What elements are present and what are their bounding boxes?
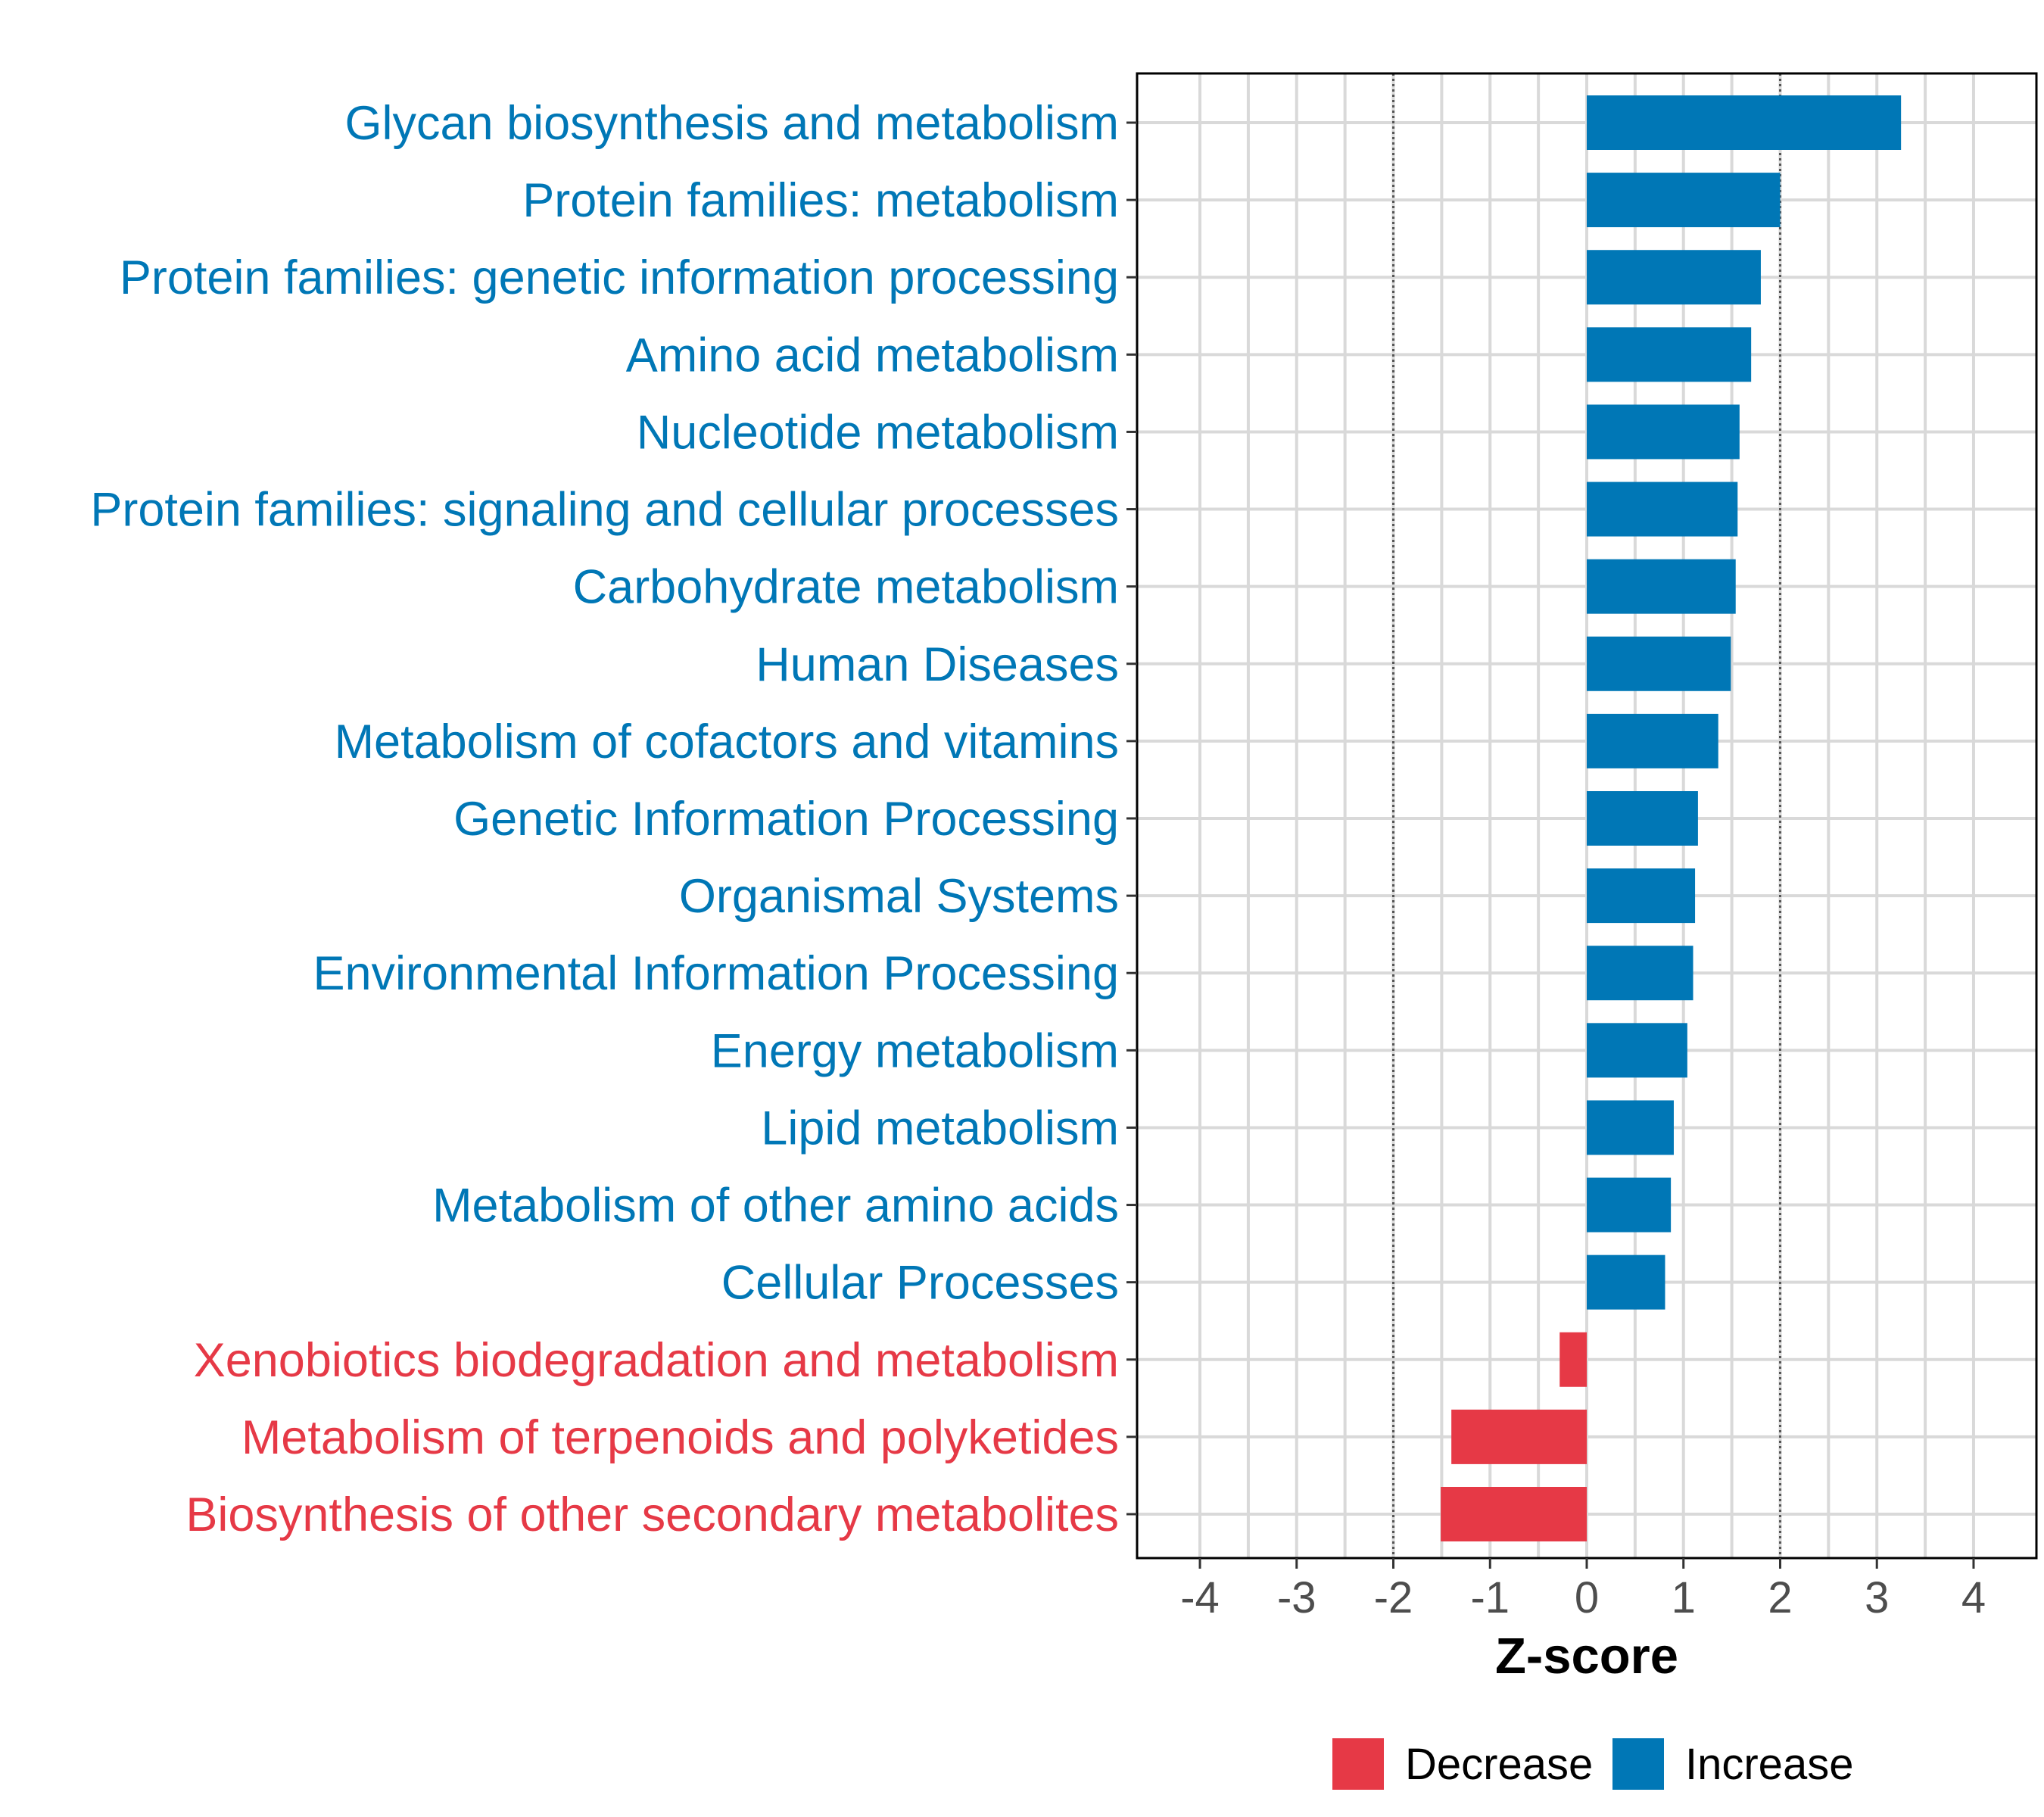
bar — [1587, 327, 1752, 382]
bar — [1587, 1100, 1674, 1155]
x-tick-label: -1 — [1470, 1573, 1510, 1622]
x-axis-ticks — [1198, 1558, 1975, 1569]
x-tick-label: 3 — [1865, 1573, 1889, 1622]
x-tick-label: 1 — [1672, 1573, 1696, 1622]
x-tick-label: 2 — [1768, 1573, 1792, 1622]
bar — [1587, 173, 1781, 228]
legend-label: Decrease — [1405, 1740, 1593, 1789]
legend: Decrease Increase — [1332, 1738, 1853, 1790]
category-label: Energy metabolism — [711, 1024, 1119, 1077]
x-axis-labels: -4 -3 -2 -1 0 1 2 3 4 — [1180, 1573, 1986, 1622]
category-label: Xenobiotics biodegradation and metabolis… — [194, 1334, 1119, 1387]
category-label: Protein families: signaling and cellular… — [90, 484, 1119, 537]
reference-lines — [1392, 73, 1781, 1558]
bar — [1587, 636, 1731, 691]
bar — [1451, 1409, 1587, 1464]
category-label: Biosynthesis of other secondary metaboli… — [185, 1488, 1119, 1541]
bar — [1587, 1023, 1687, 1078]
bar — [1587, 713, 1718, 768]
bar — [1587, 95, 1902, 150]
bar — [1587, 868, 1696, 924]
x-tick-label: -3 — [1277, 1573, 1316, 1622]
category-label: Genetic Information Processing — [453, 793, 1119, 846]
bar — [1587, 1177, 1672, 1233]
x-tick-label: -2 — [1374, 1573, 1413, 1622]
y-axis-labels: Glycan biosynthesis and metabolism Protei… — [90, 97, 1119, 1541]
legend-label: Increase — [1685, 1740, 1853, 1789]
legend-swatch — [1612, 1738, 1664, 1790]
category-label: Protein families: genetic information pr… — [120, 251, 1119, 304]
category-label: Glycan biosynthesis and metabolism — [345, 97, 1120, 150]
category-label: Nucleotide metabolism — [637, 406, 1119, 459]
category-label: Metabolism of other amino acids — [432, 1180, 1119, 1233]
category-label: Human Diseases — [756, 638, 1119, 691]
x-axis-title: Z-score — [1495, 1628, 1678, 1685]
bar — [1587, 482, 1738, 537]
category-label: Metabolism of cofactors and vitamins — [335, 715, 1119, 768]
category-label: Cellular Processes — [721, 1257, 1119, 1310]
category-label: Metabolism of terpenoids and polyketides — [241, 1411, 1119, 1464]
x-tick-label: 0 — [1575, 1573, 1599, 1622]
bars — [1441, 95, 1902, 1541]
bar — [1587, 946, 1693, 1001]
x-tick-label: 4 — [1961, 1573, 1986, 1622]
bar — [1559, 1332, 1587, 1387]
bar — [1587, 791, 1698, 846]
y-axis-ticks — [1126, 121, 1137, 1516]
bar — [1587, 1254, 1665, 1310]
category-label: Environmental Information Processing — [313, 947, 1119, 1000]
x-tick-label: -4 — [1180, 1573, 1220, 1622]
bar — [1587, 404, 1740, 460]
category-label: Lipid metabolism — [761, 1102, 1119, 1155]
bar — [1587, 250, 1761, 305]
bar — [1587, 559, 1736, 614]
legend-swatch — [1332, 1738, 1384, 1790]
category-label: Organismal Systems — [679, 870, 1119, 923]
category-label: Protein families: metabolism — [522, 174, 1119, 227]
bar — [1441, 1487, 1587, 1541]
category-label: Carbohydrate metabolism — [573, 561, 1119, 614]
category-label: Amino acid metabolism — [626, 329, 1119, 382]
